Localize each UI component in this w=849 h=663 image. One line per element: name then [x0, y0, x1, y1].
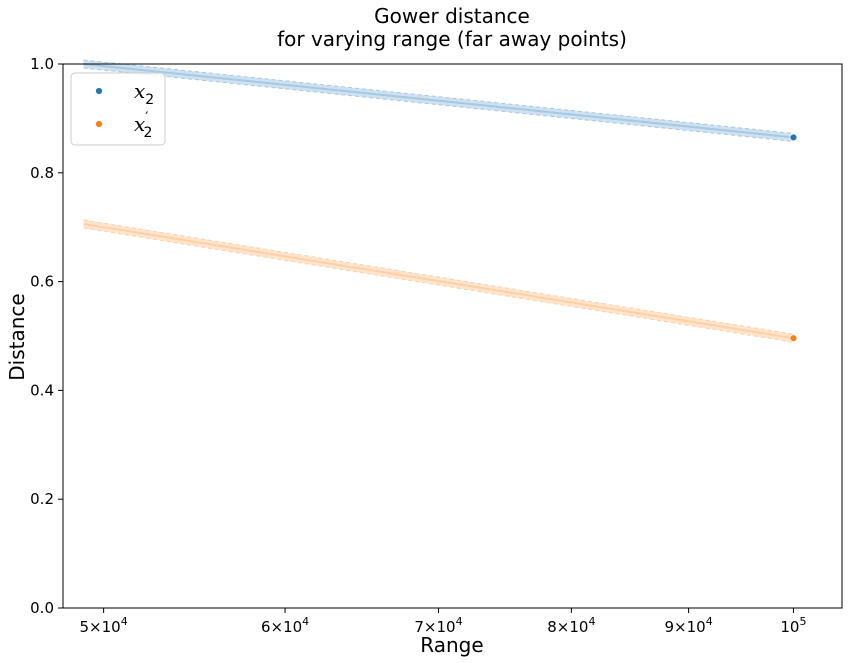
series-1	[83, 59, 798, 142]
chart-title-line-1: Gower distance	[374, 4, 530, 28]
series-band-edge-lower	[83, 227, 794, 343]
y-tick-label: 0.4	[30, 381, 54, 399]
series-marker	[789, 133, 798, 142]
y-tick-label: 0.2	[30, 490, 54, 508]
y-tick-label: 0.0	[30, 599, 54, 617]
legend-label: x2	[134, 79, 154, 108]
series-line	[83, 63, 794, 139]
legend-marker	[95, 87, 103, 95]
legend-label: x′ 2	[134, 110, 152, 141]
x-tick-label: 7×104	[414, 615, 462, 636]
legend: x2x′ 2	[70, 72, 166, 146]
series-layer	[83, 59, 798, 343]
y-axis: 0.0 0.2 0.4 0.6 0.8 1.0	[30, 55, 63, 617]
y-axis-title: Distance	[5, 293, 29, 380]
legend-box	[70, 72, 166, 146]
series-marker	[789, 334, 798, 343]
x-tick-label: 8×104	[547, 615, 595, 636]
y-tick-label: 0.6	[30, 273, 54, 291]
y-tick-label: 1.0	[30, 55, 54, 73]
series-2	[83, 219, 798, 343]
legend-marker	[95, 120, 103, 128]
x-axis: 5×104 6×104 7×104 8×104 9×104 105	[80, 608, 806, 636]
chart-title-line-2: for varying range (far away points)	[277, 27, 627, 51]
x-axis-title: Range	[420, 633, 483, 657]
x-tick-label: 9×104	[664, 615, 712, 636]
plot-frame	[62, 63, 843, 609]
x-tick-label: 5×104	[80, 615, 128, 636]
series-line	[83, 222, 794, 340]
x-tick-label: 105	[780, 615, 806, 636]
x-tick-label: 6×104	[261, 615, 309, 636]
series-band-edge-upper	[83, 219, 794, 335]
y-tick-label: 0.8	[30, 164, 54, 182]
